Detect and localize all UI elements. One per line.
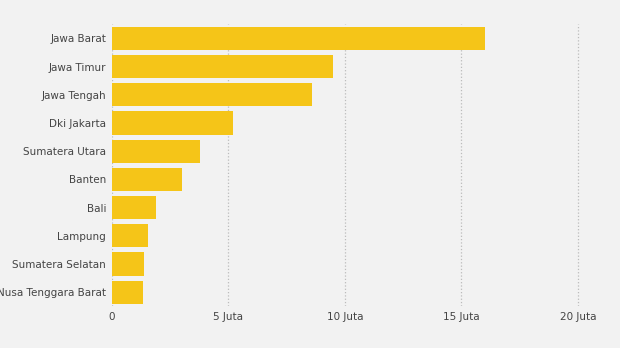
Bar bbox=[112, 196, 156, 219]
Bar bbox=[112, 252, 144, 276]
Bar bbox=[112, 224, 148, 247]
Bar bbox=[112, 83, 312, 106]
Bar bbox=[112, 111, 233, 135]
Bar bbox=[112, 55, 333, 78]
Bar bbox=[112, 168, 182, 191]
Bar bbox=[112, 27, 485, 50]
Bar bbox=[112, 280, 143, 304]
Bar bbox=[112, 140, 200, 163]
